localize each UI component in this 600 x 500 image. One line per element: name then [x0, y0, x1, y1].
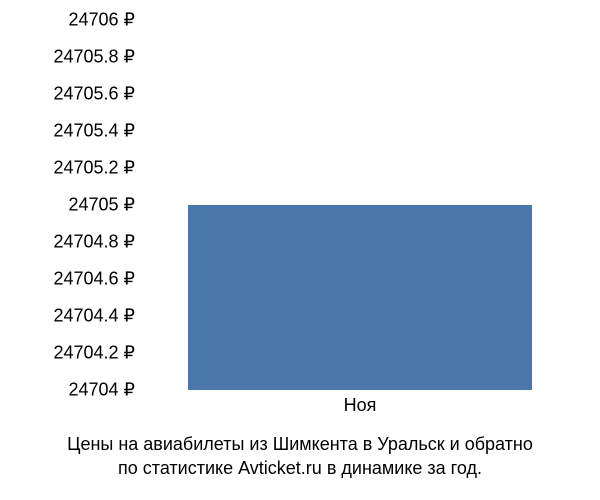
chart-caption: Цены на авиабилеты из Шимкента в Уральск…	[0, 433, 600, 480]
caption-line-1: Цены на авиабилеты из Шимкента в Уральск…	[67, 434, 533, 454]
y-tick-label: 24705.6 ₽	[53, 84, 135, 105]
y-tick-label: 24705.8 ₽	[53, 47, 135, 68]
y-tick-label: 24704.4 ₽	[53, 306, 135, 327]
y-axis: 24706 ₽24705.8 ₽24705.6 ₽24705.4 ₽24705.…	[0, 20, 135, 390]
price-chart: 24706 ₽ 24705.8 ₽ 24705.6 ₽ 24705.4 ₽ 24705.…	[0, 0, 600, 500]
caption-line-2: по статистике Avticket.ru в динамике за …	[118, 458, 482, 478]
y-tick-label: 24704 ₽	[68, 380, 135, 401]
y-tick-label: 24704.2 ₽	[53, 343, 135, 364]
y-tick-label: 24704.8 ₽	[53, 232, 135, 253]
y-tick-label: 24705.4 ₽	[53, 121, 135, 142]
x-tick-label: Ноя	[344, 395, 377, 416]
bar	[188, 205, 531, 390]
y-tick-label: 24705 ₽	[68, 195, 135, 216]
plot-area	[140, 20, 580, 390]
y-tick-label: 24704.6 ₽	[53, 269, 135, 290]
y-tick-label: 24705.2 ₽	[53, 158, 135, 179]
y-tick-label: 24706 ₽	[68, 10, 135, 31]
